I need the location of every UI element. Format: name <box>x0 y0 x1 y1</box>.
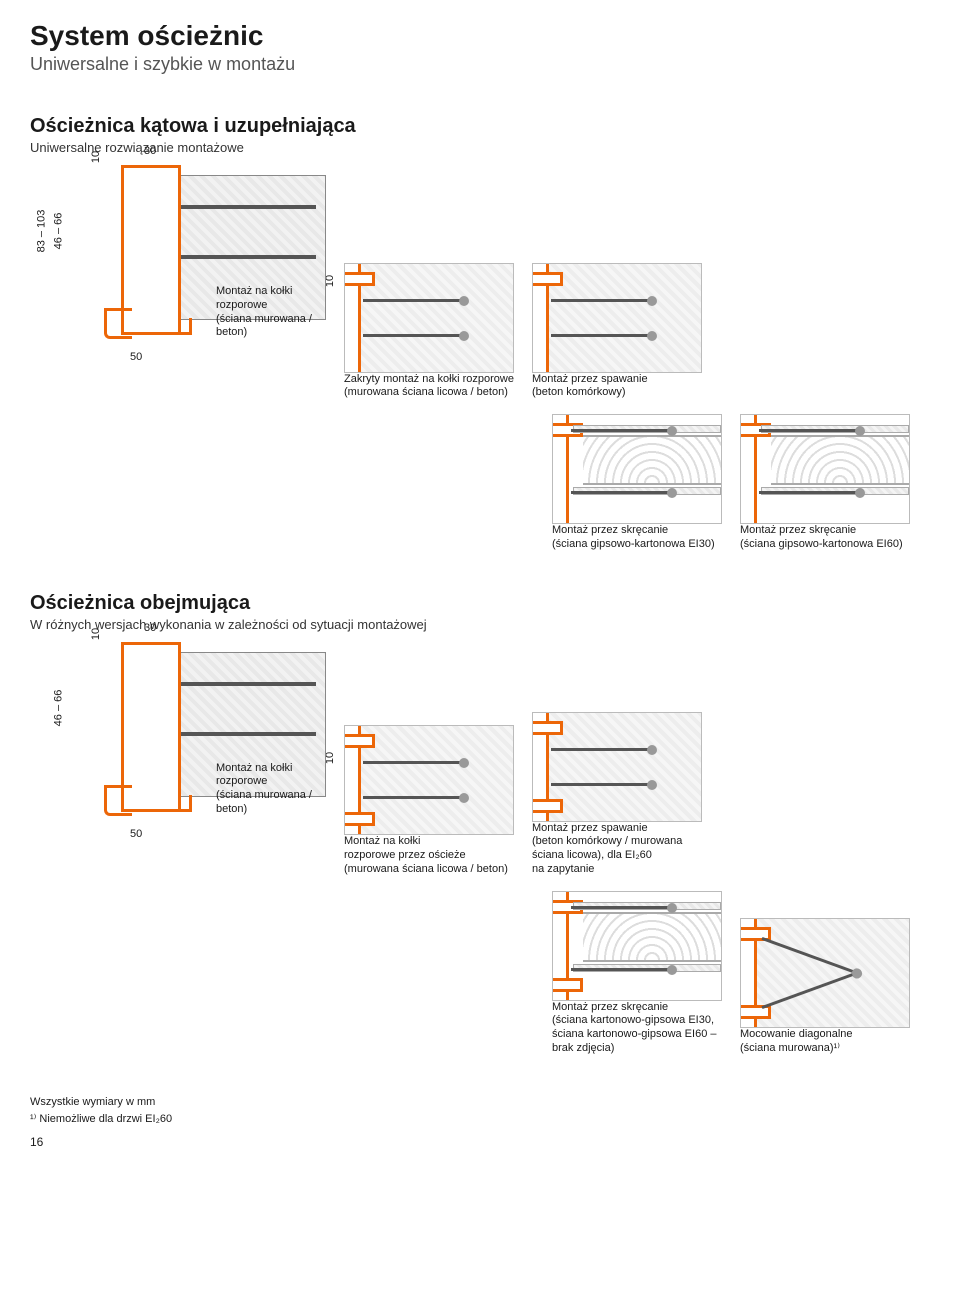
section-wrapping-frame: Ościeżnica obejmująca W różnych wersjach… <box>30 592 930 1056</box>
section2-row-top: 30 46 – 66 10 10 50 Montaż na kołki rozp… <box>30 642 930 877</box>
diagram-screw-gk-ei60 <box>740 414 910 524</box>
caption-line: na zapytanie <box>532 863 702 877</box>
caption-line: (ściana kartonowo-gipsowa EI30, <box>552 1014 722 1028</box>
caption-line: Montaż przez spawanie <box>532 822 702 836</box>
caption-line: beton) <box>216 803 326 817</box>
caption-line: Montaż na kołki <box>344 835 514 849</box>
thumb-col-s2-2: Montaż na kołki rozporowe przez ościeże … <box>344 725 514 876</box>
caption-line: Montaż przez skręcanie <box>552 1001 722 1015</box>
dim-bottom-2: 50 <box>130 828 142 840</box>
caption-s2-2: Montaż na kołki rozporowe przez ościeże … <box>344 835 514 876</box>
diagram-diagonal-fixing <box>740 918 910 1028</box>
caption-line: beton) <box>216 326 326 340</box>
caption-line: rozporowe <box>216 299 326 313</box>
frame-profile-icon <box>121 642 181 812</box>
caption-line: Zakryty montaż na kołki rozporowe <box>344 373 514 387</box>
thumb-col-s1-5: Montaż przez skręcanie (ściana gipsowo-k… <box>740 414 910 552</box>
caption-line: (ściana murowana / <box>216 313 326 327</box>
page-number: 16 <box>30 1135 930 1149</box>
caption-line: ściana licowa), dla EI₂60 <box>532 849 702 863</box>
thumb-col-s2-3: Montaż przez spawanie (beton komórkowy /… <box>532 712 702 877</box>
caption-s2-5: Mocowanie diagonalne (ściana murowana)¹⁾ <box>740 1028 910 1056</box>
dim-bottom-1: 50 <box>130 351 142 363</box>
diagram-screw-gk-ei30 <box>552 414 722 524</box>
footer-footnote: ¹⁾ Niemożliwe dla drzwi EI₂60 <box>30 1112 930 1125</box>
anchor-bolt-icon <box>166 732 316 736</box>
caption-line: (ściana gipsowo-kartonowa EI30) <box>552 538 722 552</box>
caption-line: Mocowanie diagonalne <box>740 1028 910 1042</box>
thumb-col-s1-2: Zakryty montaż na kołki rozporowe (murow… <box>344 263 514 401</box>
caption-line: (beton komórkowy / murowana <box>532 835 702 849</box>
caption-line: (beton komórkowy) <box>532 386 702 400</box>
caption-main-1: Montaż na kołki rozporowe (ściana murowa… <box>216 285 326 340</box>
caption-line: rozporowe przez ościeże <box>344 849 514 863</box>
thumb-col-s1-3: Montaż przez spawanie (beton komórkowy) <box>532 263 702 401</box>
diagram-welding-aerated <box>532 263 702 373</box>
section2-subtitle: W różnych wersjach wykonania w zależnośc… <box>30 617 930 632</box>
anchor-bolt-icon <box>166 255 316 259</box>
section1-subtitle: Uniwersalne rozwiązanie montażowe <box>30 140 930 155</box>
caption-s1-2: Zakryty montaż na kołki rozporowe (murow… <box>344 373 514 401</box>
dim-left-outer-1: 83 – 103 <box>35 210 47 253</box>
caption-line: (ściana gipsowo-kartonowa EI60) <box>740 538 910 552</box>
caption-line: Montaż przez skręcanie <box>740 524 910 538</box>
main-diagram-col-1: 30 46 – 66 83 – 103 10 10 50 Montaż na k… <box>66 165 326 400</box>
caption-line: Montaż na kołki <box>216 762 326 776</box>
main-diagram-col-2: 30 46 – 66 10 10 50 Montaż na kołki rozp… <box>66 642 326 877</box>
diagram-screw-gk-wrap <box>552 891 722 1001</box>
dim-top-offset-1: 10 <box>90 151 102 163</box>
dim-top-1: 30 <box>144 145 156 157</box>
footer: Wszystkie wymiary w mm ¹⁾ Niemożliwe dla… <box>30 1096 930 1149</box>
section1-row-bottom: Montaż przez skręcanie (ściana gipsowo-k… <box>30 414 930 552</box>
caption-line: (murowana ściana licowa / beton) <box>344 386 514 400</box>
thumb-col-s2-4: Montaż przez skręcanie (ściana kartonowo… <box>552 891 722 1056</box>
caption-line: rozporowe <box>216 775 326 789</box>
caption-main-2: Montaż na kołki rozporowe (ściana murowa… <box>216 762 326 817</box>
caption-line: Montaż przez skręcanie <box>552 524 722 538</box>
caption-s1-3: Montaż przez spawanie (beton komórkowy) <box>532 373 702 401</box>
page-subtitle: Uniwersalne i szybkie w montażu <box>30 54 930 75</box>
caption-s1-4: Montaż przez skręcanie (ściana gipsowo-k… <box>552 524 722 552</box>
caption-s2-3: Montaż przez spawanie (beton komórkowy /… <box>532 822 702 877</box>
anchor-bolt-icon <box>166 205 316 209</box>
dim-left-inner-1: 46 – 66 <box>52 213 64 250</box>
diagram-welding-wrap <box>532 712 702 822</box>
caption-line: (ściana murowana / <box>216 789 326 803</box>
thumb-col-s2-5: Mocowanie diagonalne (ściana murowana)¹⁾ <box>740 918 910 1056</box>
section1-title: Ościeżnica kątowa i uzupełniająca <box>30 115 930 138</box>
thumb-col-s1-4: Montaż przez skręcanie (ściana gipsowo-k… <box>552 414 722 552</box>
section2-row-bottom: Montaż przez skręcanie (ściana kartonowo… <box>30 891 930 1056</box>
section1-row-top: 30 46 – 66 83 – 103 10 10 50 Montaż na k… <box>30 165 930 400</box>
caption-s2-4: Montaż przez skręcanie (ściana kartonowo… <box>552 1001 722 1056</box>
caption-s1-5: Montaż przez skręcanie (ściana gipsowo-k… <box>740 524 910 552</box>
caption-line: (murowana ściana licowa / beton) <box>344 863 514 877</box>
page-title: System ościeżnic <box>30 20 930 52</box>
caption-line: brak zdjęcia) <box>552 1042 722 1056</box>
section2-title: Ościeżnica obejmująca <box>30 592 930 615</box>
caption-line: (ściana murowana)¹⁾ <box>740 1042 910 1056</box>
diagram-anchor-through-reveal <box>344 725 514 835</box>
anchor-bolt-icon <box>166 682 316 686</box>
dim-left-inner-2: 46 – 66 <box>52 689 64 726</box>
diagram-hidden-anchor <box>344 263 514 373</box>
frame-profile-icon <box>121 165 181 335</box>
dim-top-offset-2: 10 <box>90 627 102 639</box>
dim-top-2: 30 <box>144 622 156 634</box>
section-angular-frame: Ościeżnica kątowa i uzupełniająca Uniwer… <box>30 115 930 552</box>
caption-line: Montaż na kołki <box>216 285 326 299</box>
caption-line: Montaż przez spawanie <box>532 373 702 387</box>
caption-line: ściana kartonowo-gipsowa EI60 – <box>552 1028 722 1042</box>
footer-dimensions-note: Wszystkie wymiary w mm <box>30 1096 930 1108</box>
